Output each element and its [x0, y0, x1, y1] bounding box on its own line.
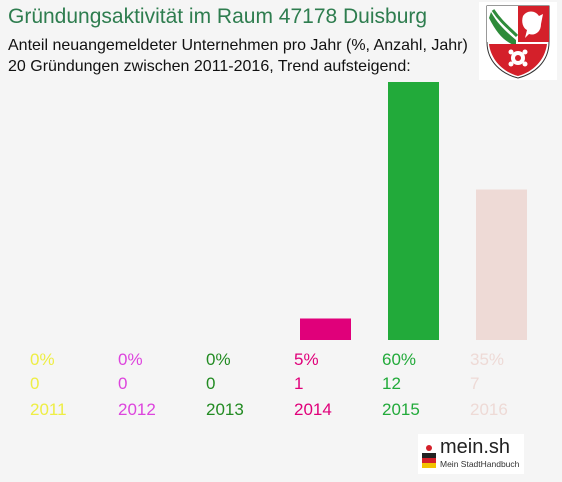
germany-flag-person-icon	[422, 445, 436, 468]
percent-label-2016: 35%	[470, 350, 504, 369]
count-label-2014: 1	[294, 374, 303, 393]
percent-label-2014: 5%	[294, 350, 319, 369]
count-label-2013: 0	[206, 374, 215, 393]
percent-label-2013: 0%	[206, 350, 231, 369]
year-label-2013: 2013	[206, 400, 244, 419]
percent-label-2015: 60%	[382, 350, 416, 369]
nrw-coat-of-arms-icon	[479, 2, 557, 80]
count-label-2011: 0	[30, 374, 39, 393]
count-label-2016: 7	[470, 374, 479, 393]
mein-sh-logo[interactable]: mein.sh Mein StadtHandbuch	[418, 434, 524, 474]
chart-subtitle-line2: 20 Gründungen zwischen 2011-2016, Trend …	[8, 58, 411, 75]
year-label-2016: 2016	[470, 400, 508, 419]
bar-2016	[476, 189, 527, 340]
count-label-2015: 12	[382, 374, 401, 393]
brand-name: mein.sh	[440, 436, 511, 458]
percent-label-2011: 0%	[30, 350, 55, 369]
bar-2015	[388, 82, 439, 340]
count-label-2012: 0	[118, 374, 127, 393]
year-label-2012: 2012	[118, 400, 156, 419]
chart-subtitle-line1: Anteil neuangemeldeter Unternehmen pro J…	[8, 37, 468, 54]
year-label-2015: 2015	[382, 400, 420, 419]
year-label-2011: 2011	[30, 400, 67, 419]
year-label-2014: 2014	[294, 400, 332, 419]
percent-label-2012: 0%	[118, 350, 143, 369]
chart-title: Gründungsaktivität im Raum 47178 Duisbur…	[8, 5, 428, 28]
brand-tagline: Mein StadtHandbuch	[440, 459, 520, 469]
bar-2014	[300, 318, 351, 340]
